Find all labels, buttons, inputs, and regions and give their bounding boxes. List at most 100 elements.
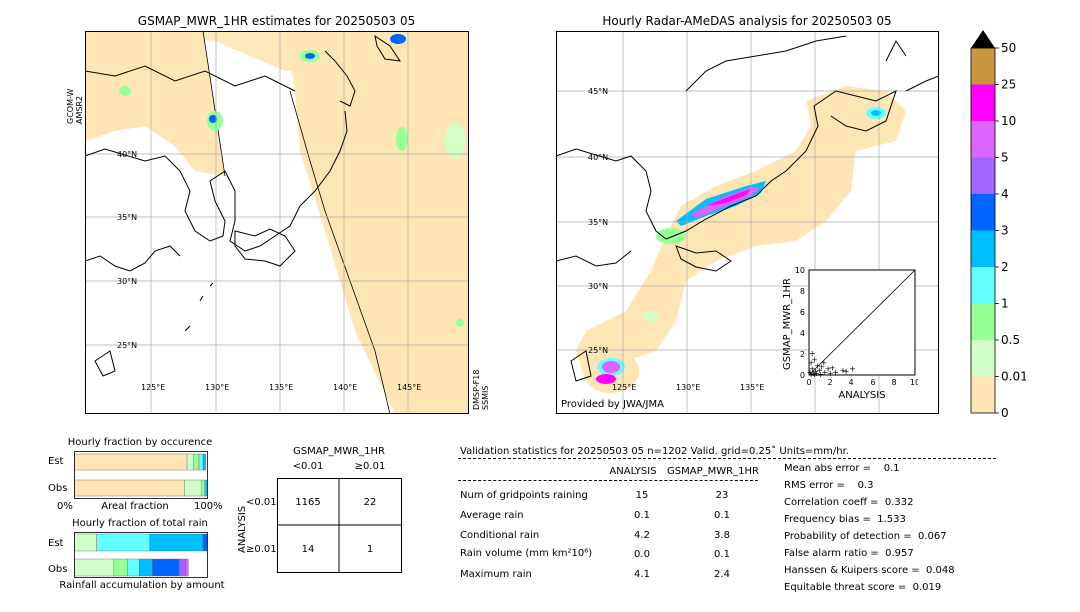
stack-segment — [149, 533, 204, 552]
contingency-cell-21: 14 — [301, 544, 315, 555]
scatter-point: + — [811, 355, 818, 364]
scatter-point: + — [807, 368, 814, 377]
scatter-ytick: 8 — [800, 287, 805, 296]
colorbar-cell — [971, 48, 995, 85]
scatter-ylabel: GSMAP_MWR_1HR — [782, 278, 793, 370]
stack-segment — [74, 533, 97, 552]
left-lat-label: 40°N — [117, 150, 137, 159]
tot-est-label: Est — [48, 538, 64, 549]
scatter-point: + — [832, 368, 839, 377]
occ-title: Hourly fraction by occurence — [67, 437, 213, 448]
scatter-ytick: 10 — [795, 266, 805, 275]
scatter-xtick: 0 — [806, 378, 811, 387]
scatter-point: + — [813, 369, 820, 378]
scatter-ytick: 0 — [800, 371, 805, 380]
scatter-point: + — [817, 370, 824, 379]
tot-obs-label: Obs — [48, 564, 68, 575]
scatter-point: + — [810, 369, 817, 378]
scatter-point: + — [809, 365, 816, 374]
left-lon-label: 130°E — [205, 383, 229, 392]
stack-segment — [185, 558, 189, 577]
score-rmse: RMS error = 0.3 — [784, 480, 874, 491]
validation-row-gsmap: 2.4 — [714, 569, 730, 580]
colorbar-cell — [971, 376, 995, 413]
colorbar-cell — [971, 84, 995, 121]
validation-row-label: Rain volume (mm km²10⁶) — [460, 548, 593, 559]
occ-tick-left: 0% — [57, 501, 73, 512]
scatter-xtick: 2 — [827, 378, 832, 387]
left-lon-label: 125°E — [141, 383, 165, 392]
scatter-ytick: 4 — [800, 329, 805, 338]
right-map: 45°N 40°N 35°N 30°N 25°N 125°E 130°E 135… — [556, 31, 939, 414]
right-lon-label: 125°E — [612, 383, 636, 392]
contingency-col2: ≥0.01 — [354, 461, 386, 472]
stack-segment — [127, 558, 140, 577]
stack-segment — [96, 533, 151, 552]
colorbar-cell — [971, 267, 995, 304]
scatter-point: + — [825, 365, 832, 374]
validation-row-gsmap: 3.8 — [714, 530, 730, 541]
scatter-ytick: 6 — [800, 308, 805, 317]
scatter-point: + — [809, 349, 816, 358]
contingency-title: GSMAP_MWR_1HR — [293, 446, 385, 457]
stack-segment — [138, 558, 153, 577]
scatter-point: + — [812, 367, 819, 376]
scatter-point: + — [808, 370, 815, 379]
occ-est-label: Est — [48, 456, 64, 467]
contingency-cell-22: 1 — [366, 544, 374, 555]
colorbar-label: 0.01 — [1001, 370, 1026, 384]
colorbar-label: 0.5 — [1001, 333, 1020, 347]
scatter-point: + — [811, 370, 818, 379]
stack-segment — [184, 479, 202, 497]
validation-row-gsmap: 0.1 — [714, 549, 730, 560]
colorbar-cell — [971, 230, 995, 267]
stack-segment — [202, 453, 206, 471]
contingency-grid — [277, 478, 402, 573]
colorbar-label: 1 — [1001, 297, 1009, 311]
right-map-credit: Provided by JWA/JMA — [561, 399, 664, 410]
stack-segment — [178, 558, 186, 577]
colorbar-cell — [971, 194, 995, 231]
right-lat-label: 45°N — [588, 87, 608, 96]
scatter-point: + — [816, 366, 823, 375]
stack-segment — [152, 558, 180, 577]
contingency-cell-12: 22 — [363, 497, 377, 508]
right-lon-label: 130°E — [676, 383, 700, 392]
validation-row-label: Average rain — [460, 510, 524, 521]
right-lat-label: 35°N — [588, 218, 608, 227]
stack-segment — [113, 558, 128, 577]
validation-row-analysis: 0.0 — [634, 549, 650, 560]
colorbar-label: 0 — [1001, 406, 1009, 420]
scatter-point: + — [814, 362, 821, 371]
scatter-point: + — [849, 365, 856, 374]
validation-row-analysis: 0.1 — [634, 510, 650, 521]
validation-col-gsmap: GSMAP_MWR_1HR — [667, 466, 759, 477]
tot-title: Hourly fraction of total rain — [72, 518, 208, 529]
validation-row-label: Maximum rain — [460, 569, 532, 580]
scatter-point: + — [820, 358, 827, 367]
scatter-diagonal — [808, 269, 916, 376]
right-lon-label: 135°E — [740, 383, 764, 392]
left-map-swath-nw — [85, 31, 225, 176]
occ-xlabel: Areal fraction — [101, 501, 169, 512]
occ-tick-right: 100% — [194, 501, 223, 512]
occ-obs-label: Obs — [48, 483, 68, 494]
scatter-point: + — [808, 358, 815, 367]
scatter-point: + — [818, 363, 825, 372]
stack-segment — [201, 479, 205, 497]
left-lat-label: 30°N — [117, 277, 137, 286]
scatter-point: + — [843, 367, 850, 376]
stack-segment — [205, 479, 208, 497]
tot-chart — [74, 532, 208, 578]
scatter-xtick: 6 — [870, 378, 875, 387]
colorbar-cell — [971, 340, 995, 377]
colorbar-label: 5 — [1001, 151, 1009, 165]
contingency-cell-11: 1165 — [295, 497, 321, 508]
scatter-point: + — [827, 369, 834, 378]
scatter-point: + — [829, 364, 836, 373]
left-lat-label: 35°N — [117, 213, 137, 222]
stack-segment — [193, 453, 200, 471]
scatter-ytick: 2 — [800, 350, 805, 359]
right-map-title: Hourly Radar-AMeDAS analysis for 2025050… — [602, 14, 892, 28]
stack-segment — [74, 479, 185, 497]
